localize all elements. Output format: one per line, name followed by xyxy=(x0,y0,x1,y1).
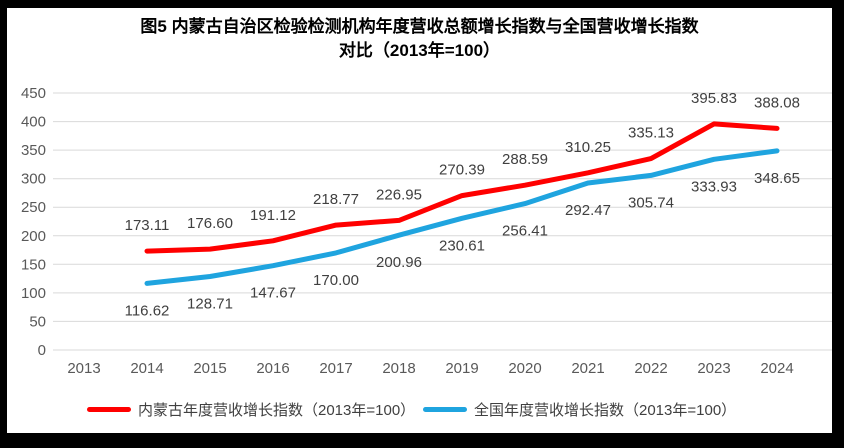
chart-background xyxy=(7,8,832,433)
x-axis-tick-label: 2022 xyxy=(634,360,667,377)
y-axis-tick-label: 150 xyxy=(21,256,46,273)
x-axis-tick-label: 2021 xyxy=(571,360,604,377)
series-line-1 xyxy=(144,148,780,286)
data-label-series-1: 200.96 xyxy=(376,254,422,271)
data-label-series-0: 176.60 xyxy=(187,215,233,232)
data-label-series-0: 191.12 xyxy=(250,207,296,224)
x-axis-tick-label: 2024 xyxy=(760,360,793,377)
data-label-series-1: 116.62 xyxy=(125,302,170,319)
x-axis-tick-label: 2020 xyxy=(508,360,541,377)
y-axis-tick-label: 450 xyxy=(21,85,46,102)
x-axis-tick-label: 2017 xyxy=(319,360,352,377)
x-axis-tick-label: 2019 xyxy=(445,360,478,377)
chart-title-line2: 对比（2013年=100） xyxy=(338,41,501,60)
legend-swatch-blue-line xyxy=(423,406,467,412)
data-label-series-0: 335.13 xyxy=(628,125,674,142)
data-label-series-1: 170.00 xyxy=(313,272,359,289)
data-label-series-1: 292.47 xyxy=(565,202,611,219)
chart-title-line1: 图5 内蒙古自治区检验检测机构年度营收总额增长指数与全国营收增长指数 xyxy=(140,17,699,36)
legend-label-inner-mongolia: 内蒙古年度营收增长指数（2013年=100） xyxy=(138,401,416,419)
chart-legend: 内蒙古年度营收增长指数（2013年=100） 全国年度营收增长指数（2013年=… xyxy=(0,398,844,422)
chart-title: 图5 内蒙古自治区检验检测机构年度营收总额增长指数与全国营收增长指数 对比（20… xyxy=(7,15,832,63)
data-label-series-1: 333.93 xyxy=(691,178,737,195)
legend-swatch-red-line xyxy=(87,406,131,412)
data-label-series-1: 230.61 xyxy=(439,237,485,254)
x-axis-tick-label: 2018 xyxy=(382,360,415,377)
x-axis-tick-label: 2016 xyxy=(256,360,289,377)
data-label-series-0: 310.25 xyxy=(565,139,611,156)
data-label-series-0: 173.11 xyxy=(125,217,170,234)
y-axis-tick-label: 400 xyxy=(21,114,46,131)
data-label-series-1: 348.65 xyxy=(754,170,800,187)
x-axis-tick-label: 2015 xyxy=(193,360,226,377)
data-label-series-1: 147.67 xyxy=(250,285,296,302)
x-axis-tick-label: 2023 xyxy=(697,360,730,377)
data-label-series-0: 395.83 xyxy=(691,90,737,107)
x-axis-tick-label: 2014 xyxy=(130,360,163,377)
y-axis-tick-label: 250 xyxy=(21,199,46,216)
y-axis-tick-label: 50 xyxy=(29,313,46,330)
data-label-series-1: 305.74 xyxy=(628,194,674,211)
data-label-series-0: 270.39 xyxy=(439,162,485,179)
data-label-series-1: 256.41 xyxy=(502,223,548,240)
data-label-series-0: 218.77 xyxy=(313,191,359,208)
series-line-0 xyxy=(144,121,780,254)
y-axis-tick-label: 0 xyxy=(38,342,46,359)
data-label-series-0: 288.59 xyxy=(502,151,548,168)
legend-item-inner-mongolia: 内蒙古年度营收增长指数（2013年=100） xyxy=(87,398,415,420)
y-axis-tick-label: 300 xyxy=(21,171,46,188)
legend-item-national: 全国年度营收增长指数（2013年=100） xyxy=(423,398,736,420)
legend-label-national: 全国年度营收增长指数（2013年=100） xyxy=(474,401,737,419)
data-label-series-0: 226.95 xyxy=(376,186,422,203)
y-axis-tick-label: 200 xyxy=(21,228,46,245)
data-label-series-1: 128.71 xyxy=(187,296,233,313)
x-axis-tick-label: 2013 xyxy=(67,360,100,377)
data-label-series-0: 388.08 xyxy=(754,94,800,111)
y-axis-tick-label: 100 xyxy=(21,285,46,302)
y-axis-tick-label: 350 xyxy=(21,142,46,159)
